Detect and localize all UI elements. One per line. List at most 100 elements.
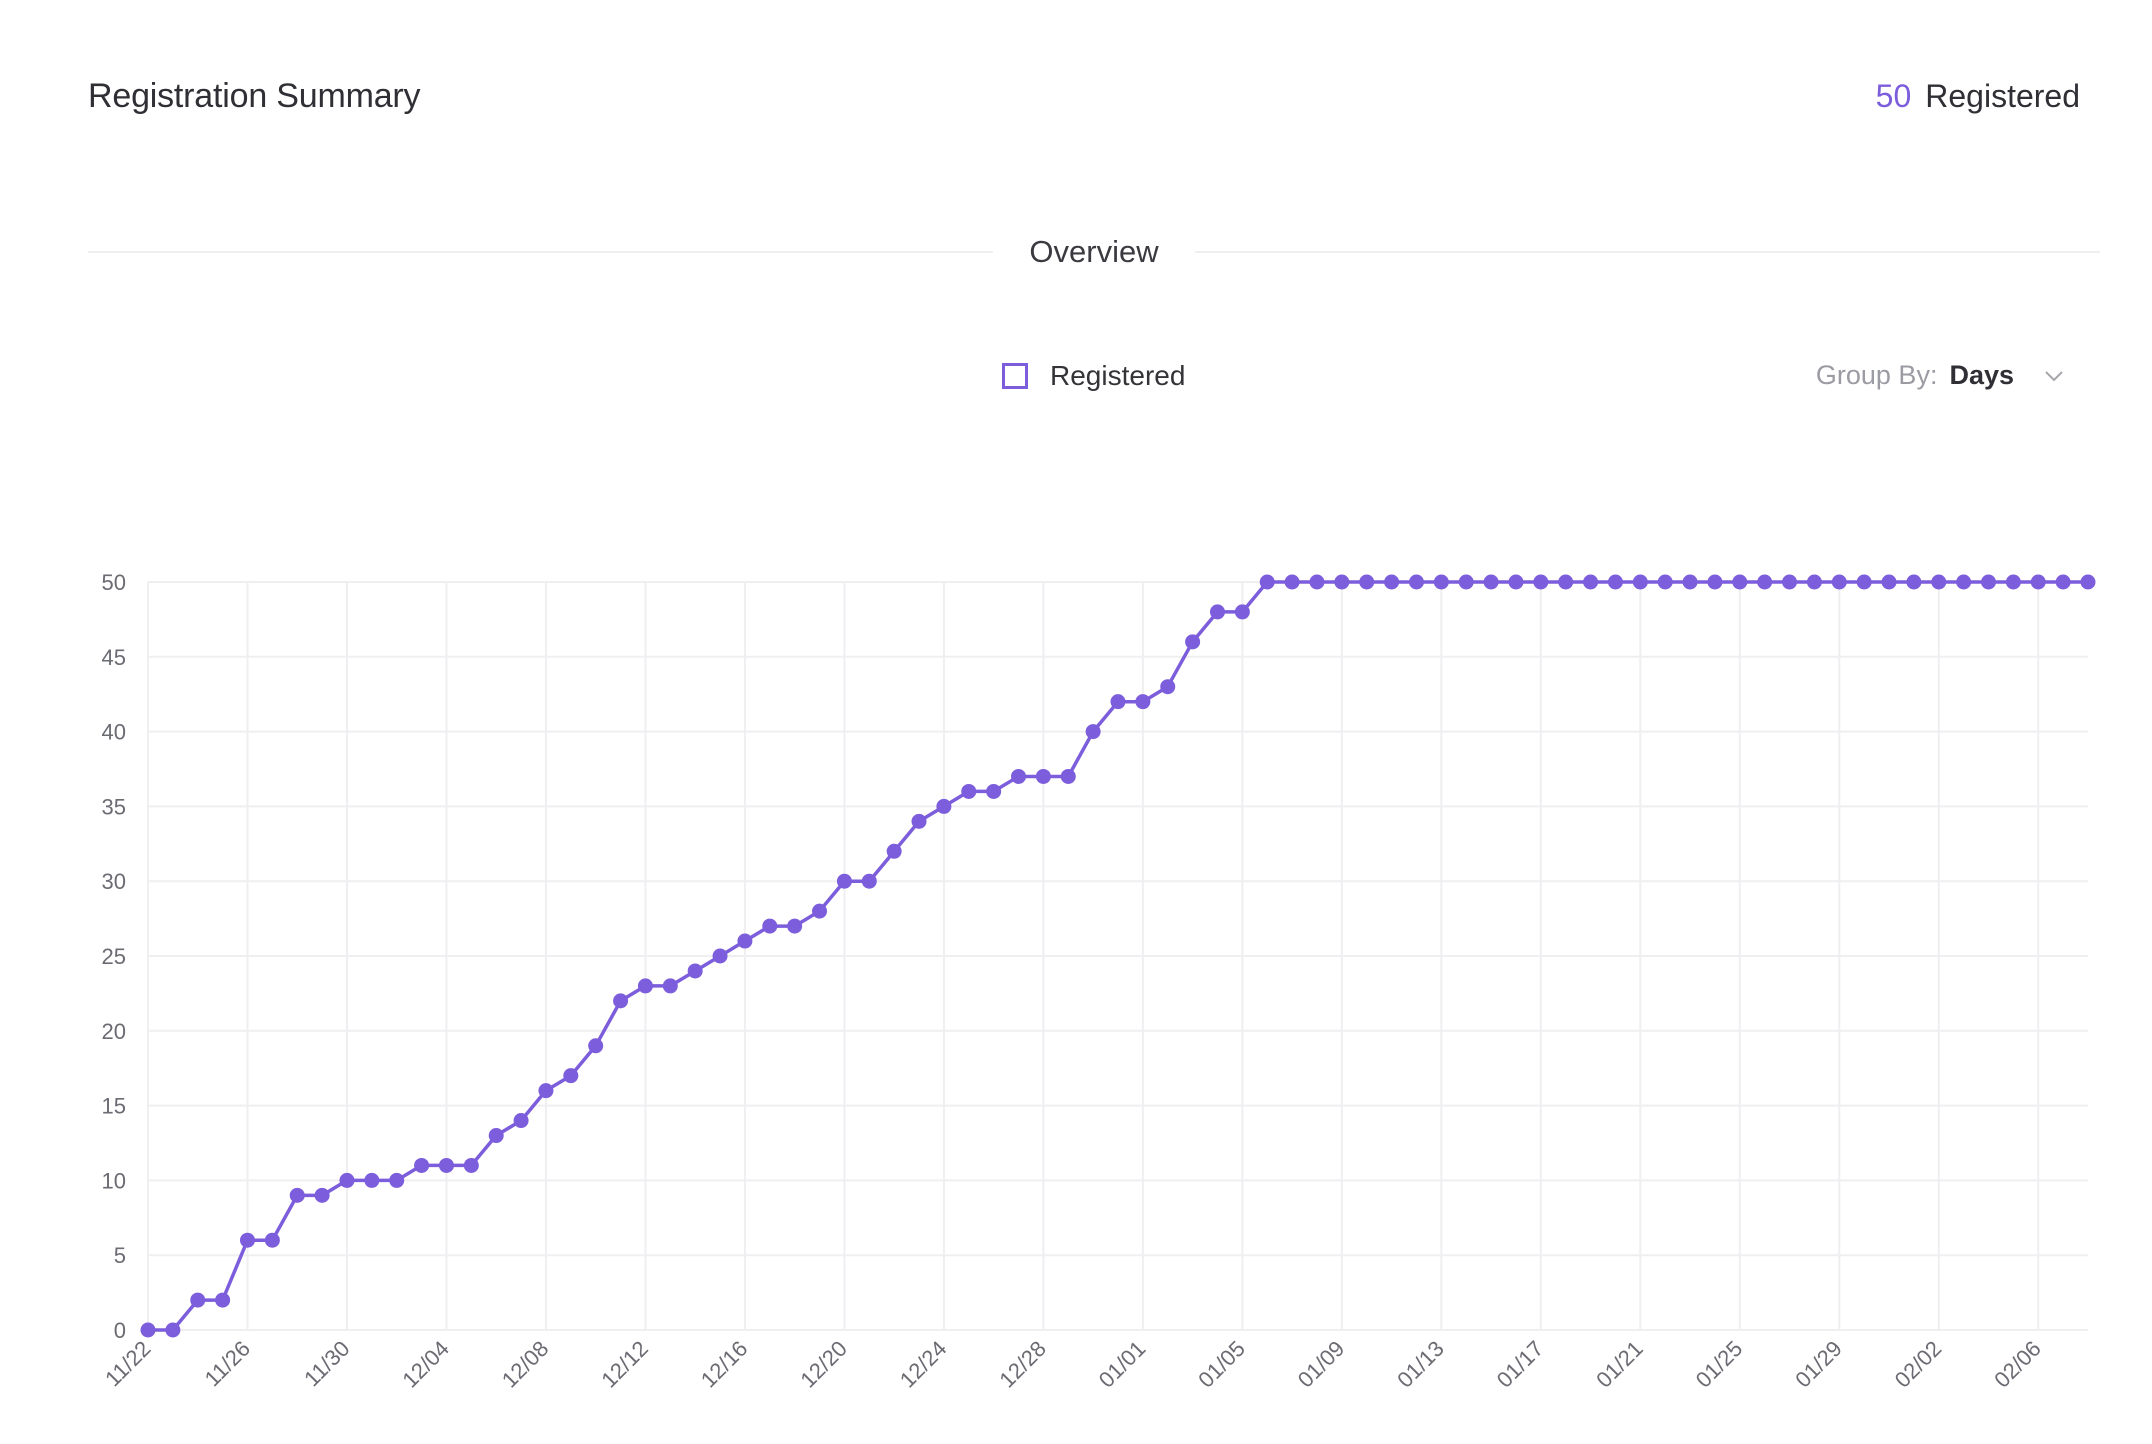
y-tick-label: 35: [102, 794, 126, 819]
x-tick-label: 12/04: [397, 1336, 454, 1393]
data-point: [538, 1083, 554, 1099]
overview-divider: Overview: [88, 230, 2101, 274]
page-title: Registration Summary: [88, 76, 421, 115]
data-point: [1185, 634, 1201, 650]
x-tick-label: 02/02: [1890, 1336, 1947, 1393]
data-point: [239, 1232, 255, 1248]
data-point: [1309, 574, 1325, 590]
divider-line-left: [88, 251, 994, 253]
y-tick-label: 30: [102, 869, 126, 894]
data-point: [1881, 574, 1897, 590]
data-point: [1707, 574, 1723, 590]
data-point: [1060, 768, 1076, 784]
data-point: [812, 903, 828, 919]
data-point: [1284, 574, 1300, 590]
group-by-dropdown[interactable]: Group By: Days: [1816, 360, 2066, 391]
data-point: [886, 843, 902, 859]
data-point: [513, 1113, 529, 1129]
x-tick-label: 11/26: [200, 1336, 255, 1391]
data-point: [414, 1157, 430, 1173]
data-point: [2030, 574, 2046, 590]
data-point: [662, 978, 678, 994]
x-tick-label: 01/13: [1392, 1336, 1449, 1393]
data-point: [911, 813, 927, 829]
section-title: Overview: [1029, 234, 1159, 269]
y-tick-label: 45: [102, 645, 126, 670]
data-point: [140, 1322, 156, 1338]
y-tick-label: 20: [102, 1019, 126, 1044]
y-tick-label: 0: [114, 1318, 126, 1343]
y-tick-label: 15: [102, 1094, 126, 1119]
data-point: [2080, 574, 2096, 590]
y-tick-label: 40: [102, 720, 126, 745]
data-point: [438, 1157, 454, 1173]
data-point: [488, 1128, 504, 1144]
group-by-label: Group By:: [1815, 360, 1938, 390]
data-point: [1956, 574, 1972, 590]
data-point: [687, 963, 703, 979]
data-point: [1806, 574, 1822, 590]
x-tick-label: 01/09: [1293, 1336, 1350, 1393]
data-point: [463, 1157, 479, 1173]
data-point: [1906, 574, 1922, 590]
data-point: [1981, 574, 1997, 590]
data-point: [314, 1187, 330, 1203]
data-point: [1209, 604, 1225, 620]
data-point: [2005, 574, 2021, 590]
x-tick-label: 12/08: [497, 1336, 554, 1393]
data-point: [563, 1068, 579, 1084]
data-point: [215, 1292, 231, 1308]
data-point: [1110, 694, 1126, 710]
y-tick-label: 50: [102, 570, 126, 595]
registered-count: 50 Registered: [1876, 78, 2080, 115]
data-point: [836, 873, 852, 889]
registered-count-label: Registered: [1925, 77, 2080, 114]
data-point: [264, 1232, 280, 1248]
data-point: [339, 1172, 355, 1188]
data-point: [1782, 574, 1798, 590]
data-point: [1607, 574, 1623, 590]
y-tick-label: 5: [114, 1243, 126, 1268]
data-point: [613, 993, 629, 1009]
data-point: [1508, 574, 1524, 590]
x-tick-label: 01/21: [1591, 1336, 1648, 1393]
data-point: [1384, 574, 1400, 590]
data-point: [861, 873, 877, 889]
divider-line-right: [1194, 251, 2101, 253]
y-tick-label: 10: [102, 1168, 126, 1193]
data-point: [1583, 574, 1599, 590]
x-tick-label: 12/16: [696, 1336, 753, 1393]
data-point: [1334, 574, 1350, 590]
data-point: [1732, 574, 1748, 590]
data-point: [1483, 574, 1499, 590]
data-point: [1931, 574, 1947, 590]
data-point: [1657, 574, 1673, 590]
data-point: [1359, 574, 1375, 590]
data-point: [712, 948, 728, 964]
legend-swatch: [1002, 363, 1028, 389]
data-point: [961, 783, 977, 799]
data-point: [190, 1292, 206, 1308]
x-tick-label: 12/20: [795, 1336, 852, 1393]
chevron-down-icon: [2042, 364, 2066, 388]
x-tick-label: 01/25: [1691, 1336, 1748, 1393]
data-point: [389, 1172, 405, 1188]
data-point: [1632, 574, 1648, 590]
data-point: [1533, 574, 1549, 590]
data-point: [1160, 679, 1176, 695]
data-point: [762, 918, 778, 934]
data-point: [737, 933, 753, 949]
data-point: [1085, 724, 1101, 740]
chart-legend-item[interactable]: Registered: [1002, 360, 1185, 392]
data-point: [787, 918, 803, 934]
x-tick-label: 11/22: [100, 1336, 155, 1391]
x-tick-label: 01/05: [1193, 1336, 1250, 1393]
data-point: [1011, 768, 1027, 784]
page-header: Registration Summary 50 Registered: [88, 72, 2080, 120]
x-tick-label: 01/17: [1492, 1336, 1549, 1393]
data-point: [637, 978, 653, 994]
data-point: [588, 1038, 604, 1054]
x-tick-label: 12/12: [596, 1336, 653, 1393]
data-point: [165, 1322, 181, 1338]
